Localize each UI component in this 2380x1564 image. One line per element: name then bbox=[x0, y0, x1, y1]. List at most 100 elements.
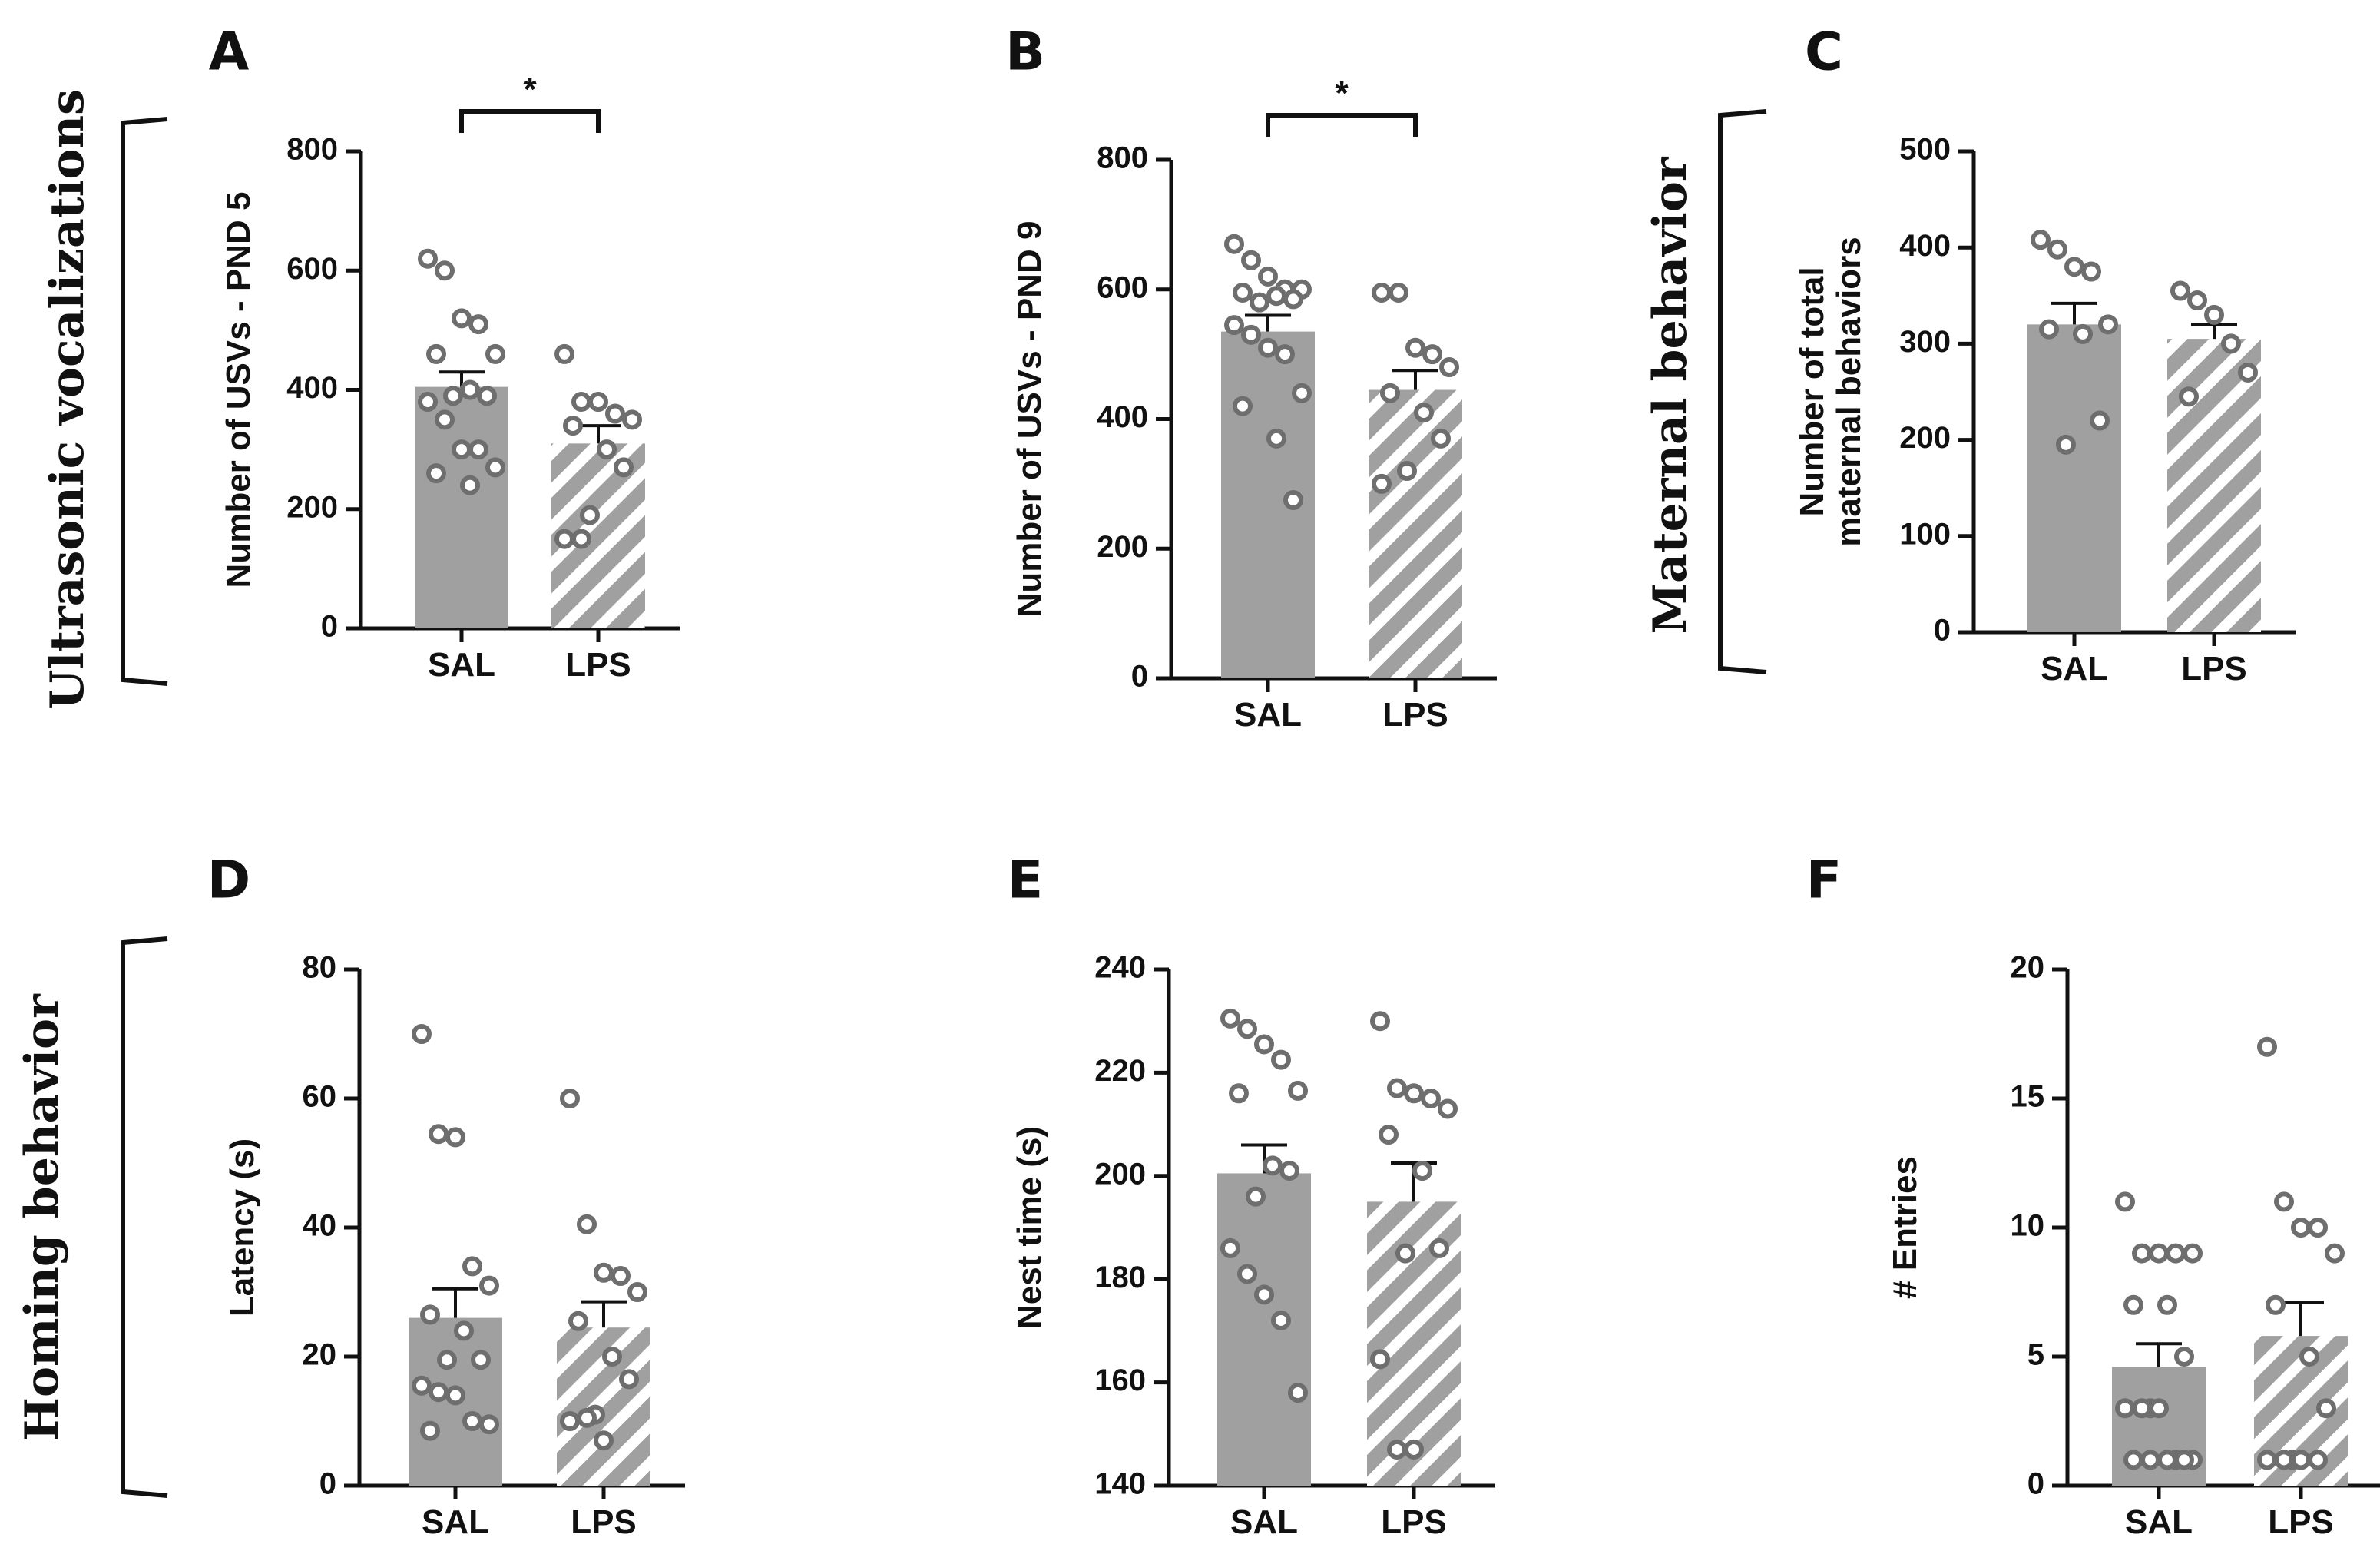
data-point bbox=[622, 409, 642, 430]
y-tick-label: 5 bbox=[2027, 1338, 2044, 1372]
y-axis-label: Number of USVs - PND 5 bbox=[220, 192, 257, 588]
data-point bbox=[2039, 319, 2059, 340]
y-tick-label: 15 bbox=[2011, 1080, 2045, 1114]
data-point bbox=[1224, 234, 1244, 254]
section-homing: Homing behavior bbox=[15, 936, 168, 1498]
data-point bbox=[437, 1350, 457, 1370]
data-point bbox=[1288, 1383, 1308, 1403]
data-point bbox=[1271, 1049, 1291, 1070]
significance-label: * bbox=[1335, 75, 1349, 112]
data-point bbox=[1237, 1264, 1257, 1284]
data-point bbox=[1404, 1439, 1424, 1460]
x-category-label: LPS bbox=[565, 646, 631, 684]
data-point bbox=[412, 1375, 432, 1396]
data-point bbox=[2291, 1450, 2311, 1470]
data-point bbox=[2266, 1294, 2286, 1315]
data-point bbox=[1275, 344, 1295, 365]
data-point bbox=[1439, 357, 1459, 377]
data-point bbox=[2274, 1191, 2294, 1212]
data-point bbox=[1266, 286, 1286, 307]
data-point bbox=[435, 409, 455, 430]
data-point bbox=[460, 379, 480, 400]
data-point bbox=[1438, 1098, 1458, 1119]
data-point bbox=[560, 1089, 580, 1108]
data-point bbox=[2183, 1243, 2203, 1264]
section-maternal: Maternal behavior bbox=[1643, 109, 1767, 674]
data-point bbox=[2098, 314, 2118, 335]
section-label-ultrasonic: Ultrasonic vocalizations bbox=[41, 89, 94, 710]
data-point bbox=[619, 1369, 639, 1390]
data-point bbox=[2274, 1450, 2294, 1470]
data-point bbox=[1263, 1155, 1283, 1176]
y-tick-label: 200 bbox=[1899, 421, 1951, 455]
data-point bbox=[2308, 1218, 2328, 1238]
data-point bbox=[1254, 1034, 1274, 1055]
y-axis-label: # Entries bbox=[1886, 1156, 1924, 1299]
y-tick-label: 300 bbox=[1899, 325, 1951, 359]
data-point bbox=[445, 1385, 465, 1406]
data-point bbox=[611, 1266, 631, 1286]
y-tick-label: 20 bbox=[2011, 951, 2045, 985]
data-point bbox=[485, 343, 505, 364]
bar-lps bbox=[557, 1327, 650, 1486]
data-point bbox=[2115, 1398, 2135, 1419]
y-tick-label: 0 bbox=[321, 610, 338, 644]
data-point bbox=[1241, 250, 1261, 270]
data-point bbox=[1224, 315, 1244, 336]
data-point bbox=[597, 439, 617, 460]
data-point bbox=[1271, 1310, 1291, 1330]
y-tick-label: 0 bbox=[1934, 614, 1951, 648]
data-point bbox=[1372, 282, 1392, 303]
data-point bbox=[1387, 1078, 1407, 1098]
data-point bbox=[2123, 1294, 2143, 1315]
panel-letter: B bbox=[1005, 22, 1045, 83]
data-point bbox=[2123, 1450, 2143, 1470]
data-point bbox=[477, 386, 497, 406]
y-tick-label: 160 bbox=[1094, 1364, 1146, 1397]
y-tick-label: 220 bbox=[1094, 1054, 1146, 1088]
significance-label: * bbox=[523, 71, 537, 108]
data-point bbox=[1283, 289, 1303, 310]
data-point bbox=[1370, 1011, 1390, 1032]
data-point bbox=[1246, 1186, 1266, 1207]
x-category-label: SAL bbox=[2041, 650, 2108, 688]
data-point bbox=[429, 1382, 449, 1403]
data-point bbox=[577, 1407, 597, 1428]
data-point bbox=[1241, 324, 1261, 345]
data-point bbox=[1379, 1125, 1399, 1145]
data-point bbox=[452, 308, 472, 329]
data-point bbox=[1220, 1238, 1240, 1258]
data-point bbox=[2056, 434, 2076, 455]
x-category-label: LPS bbox=[2268, 1503, 2334, 1541]
data-point bbox=[594, 1430, 614, 1451]
y-tick-label: 400 bbox=[286, 371, 338, 405]
data-point bbox=[554, 529, 574, 549]
bar-sal bbox=[2027, 324, 2121, 632]
data-point bbox=[2299, 1347, 2319, 1367]
chart-panel-b: B Number of USVs - PND 9 0 200 400 600 800 SAL L… bbox=[1005, 22, 1497, 734]
panel-letter: C bbox=[1805, 22, 1843, 83]
data-point bbox=[1389, 282, 1408, 303]
y-tick-label: 800 bbox=[1097, 141, 1148, 175]
y-tick-label: 0 bbox=[2027, 1467, 2044, 1501]
data-point bbox=[468, 314, 488, 335]
data-point bbox=[2090, 410, 2110, 431]
x-category-label: LPS bbox=[1381, 1503, 1447, 1541]
data-point bbox=[420, 1420, 440, 1441]
data-point bbox=[605, 403, 625, 424]
section-label-homing: Homing behavior bbox=[15, 993, 69, 1441]
data-point bbox=[1292, 383, 1312, 403]
data-point bbox=[420, 1304, 440, 1325]
bar-sal bbox=[415, 386, 508, 628]
data-point bbox=[2047, 239, 2067, 260]
data-point bbox=[1220, 1008, 1240, 1029]
data-point bbox=[479, 1414, 499, 1435]
data-point bbox=[2204, 304, 2224, 325]
x-category-label: LPS bbox=[1382, 696, 1448, 734]
y-tick-label: 400 bbox=[1899, 229, 1951, 263]
data-point bbox=[2149, 1398, 2169, 1419]
data-point bbox=[1283, 489, 1303, 510]
significance-bracket bbox=[459, 109, 601, 133]
data-point bbox=[418, 248, 438, 269]
